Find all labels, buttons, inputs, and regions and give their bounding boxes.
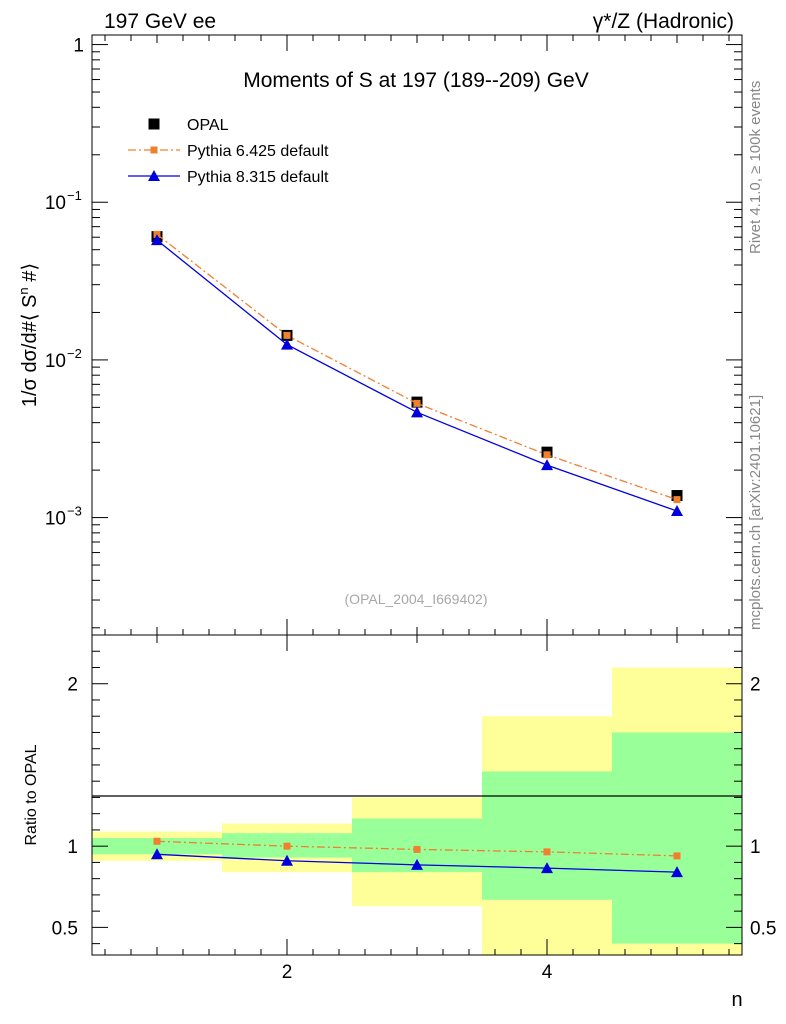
series-line-pythia-6-425-default <box>156 233 678 501</box>
legend-marker-pythia-8-315-default <box>148 170 160 181</box>
ratio-point-pythia-6-425-default <box>283 842 291 850</box>
ratio-point-pythia-8-315-default <box>541 862 553 874</box>
rivet-label: Rivet 4.1.0, ≥ 100k events <box>747 81 764 254</box>
uncertainty-band-green <box>612 732 742 944</box>
y-tick-label: 10 <box>45 351 66 372</box>
legend-label-pythia-6-425-default: Pythia 6.425 default <box>187 143 329 160</box>
mcplots-label: mcplots.cern.ch [arXiv:2401.10621] <box>747 395 764 630</box>
main-panel: Moments of S at 197 (189--209) GeV (OPAL… <box>16 34 743 636</box>
data-point-pythia-6-425-default <box>413 399 421 407</box>
ratio-point-pythia-8-315-default <box>671 866 683 878</box>
data-point-pythia-6-425-default <box>283 331 291 339</box>
legend: OPAL Pythia 6.425 default Pythia 8.315 def… <box>128 117 329 186</box>
x-tick-label: 2 <box>282 962 293 983</box>
data-point-pythia-8-315-default <box>151 234 163 246</box>
ratio-y-tick-label-left: 2 <box>67 675 78 696</box>
y-tick-label: 10 <box>45 509 66 530</box>
header-left: 197 GeV ee <box>104 10 216 33</box>
legend-label-pythia-8-315-default: Pythia 8.315 default <box>187 169 329 186</box>
ratio-point-pythia-8-315-default <box>411 858 423 870</box>
main-title: Moments of S at 197 (189--209) GeV <box>243 69 589 92</box>
ratio-point-pythia-6-425-default <box>153 837 161 845</box>
legend-marker-opal <box>148 118 160 130</box>
data-point-pythia-6-425-default <box>543 451 551 459</box>
ratio-bands <box>92 667 742 955</box>
ratio-y-tick-label-right: 2 <box>750 675 761 696</box>
ratio-point-pythia-6-425-default <box>543 848 551 856</box>
ratio-axis-ticks: 0.5 0.5 1 1 2 2 2 4 <box>52 635 776 983</box>
y-tick-label: 1 <box>73 36 84 57</box>
header-right: γ*/Z (Hadronic) <box>593 10 734 33</box>
main-ylabel: 1/σ dσ/d#⟨ Sn #⟩ <box>16 263 41 407</box>
ratio-point-pythia-6-425-default <box>413 845 421 853</box>
ratio-panel: Ratio to OPAL n 0.5 0.5 1 1 2 2 2 4 <box>23 634 776 1011</box>
main-axis-ticks: 110−110−210−3 <box>45 35 742 635</box>
x-tick-label: 4 <box>542 962 553 983</box>
ratio-y-tick-label-left: 0.5 <box>52 918 78 939</box>
y-tick-label: 10 <box>45 193 66 214</box>
data-point-pythia-8-315-default <box>411 406 423 418</box>
uncertainty-band-green <box>482 771 612 900</box>
analysis-id: (OPAL_2004_I669402) <box>345 591 488 607</box>
ratio-point-pythia-8-315-default <box>281 854 293 866</box>
data-point-pythia-8-315-default <box>281 338 293 350</box>
ratio-series <box>151 837 683 878</box>
legend-label-opal: OPAL <box>187 117 229 134</box>
y-tick-exponent: −1 <box>67 188 82 203</box>
ratio-point-pythia-8-315-default <box>151 848 163 860</box>
data-point-pythia-6-425-default <box>673 496 681 504</box>
ratio-point-pythia-6-425-default <box>673 852 681 860</box>
ratio-y-tick-label-right: 1 <box>750 837 761 858</box>
data-point-opal <box>671 490 683 502</box>
y-tick-exponent: −3 <box>67 504 82 519</box>
series-line-pythia-8-315-default <box>156 239 678 512</box>
xlabel: n <box>731 989 742 1011</box>
ratio-ylabel: Ratio to OPAL <box>23 744 40 845</box>
main-series <box>151 230 683 517</box>
data-point-pythia-8-315-default <box>671 505 683 517</box>
data-point-pythia-8-315-default <box>541 459 553 471</box>
y-tick-exponent: −2 <box>67 346 82 361</box>
ratio-y-tick-label-left: 1 <box>67 837 78 858</box>
ratio-y-tick-label-right: 0.5 <box>750 918 776 939</box>
legend-marker-pythia-6-425-default <box>150 146 158 154</box>
